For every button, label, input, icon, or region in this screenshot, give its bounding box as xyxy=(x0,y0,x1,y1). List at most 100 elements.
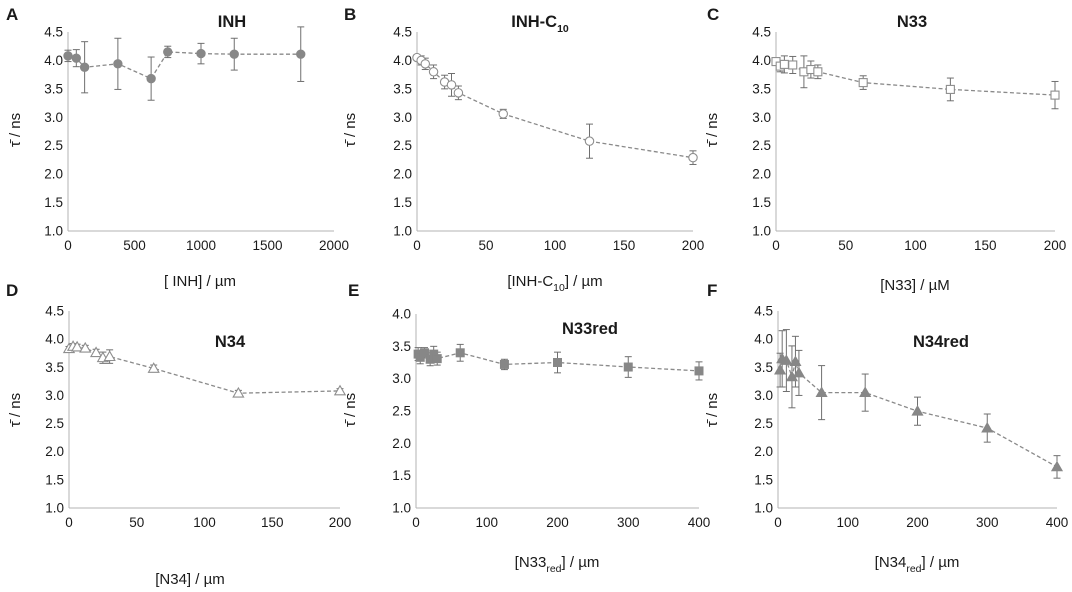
x-axis-label-text: [N34 xyxy=(875,554,907,571)
data-point xyxy=(789,355,802,367)
x-tick-label: 200 xyxy=(546,515,569,530)
y-tick-label: 3.0 xyxy=(392,371,411,386)
data-point xyxy=(453,88,464,98)
panel-title-text: INH-C xyxy=(511,13,557,31)
x-tick-label: 50 xyxy=(129,515,144,530)
x-tick-label: 400 xyxy=(688,515,711,530)
data-point xyxy=(196,48,206,59)
data-point xyxy=(499,359,509,369)
x-axis-label-text: [N34] / µm xyxy=(155,571,225,588)
x-tick-label: 200 xyxy=(906,515,929,530)
data-point xyxy=(584,136,595,146)
y-tick-label: 1.5 xyxy=(392,468,411,483)
x-axis-label-suffix: ] / µm xyxy=(562,554,600,571)
y-tick-label: 2.0 xyxy=(752,167,771,182)
y-tick-label: 3.0 xyxy=(45,388,64,403)
x-tick-label: 100 xyxy=(475,515,498,530)
data-point xyxy=(813,67,823,77)
y-tick-label: 2.5 xyxy=(393,138,412,153)
y-tick-label: 4.0 xyxy=(754,332,773,347)
x-axis-label-suffix: ] / µm xyxy=(922,554,960,571)
panel-title-text: INH xyxy=(218,13,246,31)
y-axis-label: τ̄ / ns xyxy=(704,393,721,427)
y-tick-label: 4.5 xyxy=(45,304,64,319)
y-tick-label: 1.5 xyxy=(44,195,63,210)
x-tick-label: 200 xyxy=(682,238,705,253)
panel-d: D 1.0 1.5 2.0 2.5 3.0 3.5 4.0 4.5 0 50 100 150 200 τ̄ … xyxy=(6,281,351,588)
y-tick-label: 3.0 xyxy=(752,110,771,125)
x-tick-label: 1000 xyxy=(186,238,216,253)
y-tick-label: 4.5 xyxy=(752,25,771,40)
x-tick-label: 200 xyxy=(1044,238,1067,253)
panel-title-text: N33 xyxy=(897,13,927,31)
x-tick-label: 500 xyxy=(123,238,146,253)
y-tick-label: 3.5 xyxy=(45,360,64,375)
y-tick-label: 4.0 xyxy=(44,53,63,68)
data-point xyxy=(455,348,465,358)
y-tick-label: 2.5 xyxy=(752,138,771,153)
y-tick-label: 3.0 xyxy=(754,388,773,403)
y-tick-label: 1.5 xyxy=(752,195,771,210)
x-axis-label: [N33red] / µm xyxy=(515,554,600,575)
data-point xyxy=(163,47,173,57)
data-point xyxy=(333,384,347,396)
x-axis-label-text: [N33 xyxy=(515,554,547,571)
y-tick-label: 4.0 xyxy=(45,332,64,347)
y-tick-label: 2.0 xyxy=(393,167,412,182)
data-point xyxy=(432,354,442,364)
data-point xyxy=(232,386,245,398)
x-axis-label: [ INH] / µm xyxy=(164,273,236,290)
y-axis-label: τ̄ / ns xyxy=(342,393,359,427)
y-tick-label: 4.5 xyxy=(754,304,773,319)
data-point xyxy=(63,51,73,61)
panel-e: E 1.0 1.5 2.0 2.5 3.0 3.5 4.0 0 100 200 300 400 τ̄ / … xyxy=(342,281,710,575)
x-tick-label: 0 xyxy=(774,515,782,530)
data-point xyxy=(229,49,239,59)
data-point xyxy=(147,362,160,373)
x-tick-label: 1500 xyxy=(252,238,282,253)
y-tick-label: 3.0 xyxy=(393,110,412,125)
y-tick-label: 4.5 xyxy=(44,25,63,40)
data-point xyxy=(1050,460,1064,472)
y-axis-label: τ̄ / ns xyxy=(7,393,24,427)
y-tick-label: 3.5 xyxy=(44,81,63,96)
panel-title: INH-C10 xyxy=(511,13,569,35)
panel-title: N34red xyxy=(913,333,969,351)
data-point xyxy=(446,80,457,90)
y-tick-label: 3.5 xyxy=(393,81,412,96)
panel-letter: C xyxy=(707,5,719,24)
x-tick-label: 400 xyxy=(1046,515,1069,530)
data-point xyxy=(103,350,116,362)
y-tick-label: 3.5 xyxy=(754,360,773,375)
y-tick-label: 2.5 xyxy=(45,416,64,431)
y-tick-label: 1.0 xyxy=(45,501,64,516)
data-point xyxy=(79,341,92,353)
data-point xyxy=(89,346,103,358)
data-point xyxy=(859,386,872,398)
x-tick-label: 200 xyxy=(329,515,352,530)
x-axis-label-text: [N33] / µM xyxy=(880,277,950,294)
data-point xyxy=(694,366,704,376)
data-point xyxy=(113,59,123,69)
x-tick-label: 100 xyxy=(544,238,567,253)
y-axis-label: τ̄ / ns xyxy=(342,113,359,147)
panel-title-text: N34 xyxy=(215,333,246,351)
x-tick-label: 150 xyxy=(613,238,636,253)
data-point xyxy=(71,53,82,63)
y-tick-label: 2.5 xyxy=(392,404,411,419)
panel-title-text: N34red xyxy=(913,333,969,351)
data-point xyxy=(858,78,868,88)
y-tick-label: 1.0 xyxy=(44,224,63,239)
x-tick-label: 50 xyxy=(478,238,493,253)
series-line xyxy=(67,51,301,80)
x-axis-label: [N34] / µm xyxy=(155,571,225,588)
x-tick-label: 100 xyxy=(193,515,216,530)
panel-title: N33 xyxy=(897,13,927,31)
y-tick-label: 1.0 xyxy=(392,501,411,516)
panel-title-subscript: 10 xyxy=(557,23,569,35)
data-point xyxy=(420,59,431,69)
y-tick-label: 1.0 xyxy=(752,224,771,239)
x-tick-label: 100 xyxy=(836,515,859,530)
x-axis-label-subscript: red xyxy=(906,563,921,575)
